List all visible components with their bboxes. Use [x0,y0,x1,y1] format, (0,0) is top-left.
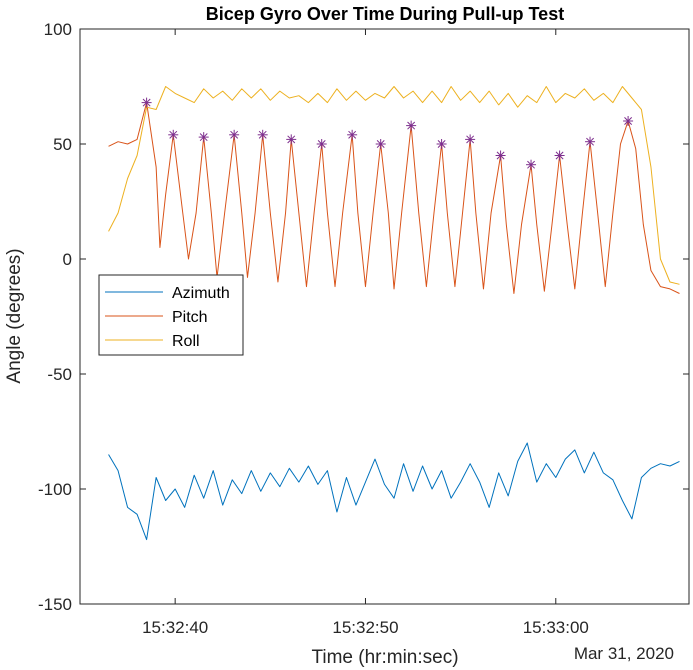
y-axis-label: Angle (degrees) [4,248,25,383]
x-tick-label: 15:32:50 [332,618,398,637]
series-line-pitch [108,102,680,294]
y-tick-label: 0 [63,250,72,269]
y-tick-label: -50 [47,365,72,384]
legend: Azimuth Pitch Roll [98,274,244,356]
date-label: Mar 31, 2020 [574,644,674,663]
series-line-roll [108,86,680,285]
peak-marker [465,134,476,145]
legend-label-roll: Roll [172,333,200,350]
peak-marker [436,139,447,149]
x-tick-label: 15:32:40 [142,618,208,637]
peak-marker [286,134,297,145]
peak-marker [198,132,209,143]
peak-marker [375,139,386,149]
peak-markers [141,97,634,170]
peak-marker [347,129,358,140]
x-axis-label: Time (hr:min:sec) [311,647,458,668]
legend-label-azimuth: Azimuth [172,285,230,302]
y-axis: 100 50 0 -50 -100 -150 [38,20,689,614]
legend-box [98,274,244,356]
y-tick-label: -150 [38,595,72,614]
y-tick-label: 50 [53,135,72,154]
peak-marker [316,139,327,149]
peak-marker [585,136,596,147]
peak-marker [406,120,417,131]
chart-title: Bicep Gyro Over Time During Pull-up Test [206,4,564,24]
series-line-azimuth [108,442,680,541]
legend-label-pitch: Pitch [172,309,208,326]
series-lines [108,86,680,541]
peak-marker [623,116,634,126]
peak-marker [141,97,152,108]
peak-marker [526,159,537,170]
peak-marker [168,129,179,140]
x-tick-label: 15:33:00 [523,618,589,637]
peak-marker [257,129,268,140]
peak-marker [495,150,506,161]
peak-marker [554,150,565,161]
y-tick-label: -100 [38,480,72,499]
x-axis: 15:32:40 15:32:50 15:33:00 [142,29,589,637]
peak-marker [229,129,240,140]
y-tick-label: 100 [44,20,72,39]
